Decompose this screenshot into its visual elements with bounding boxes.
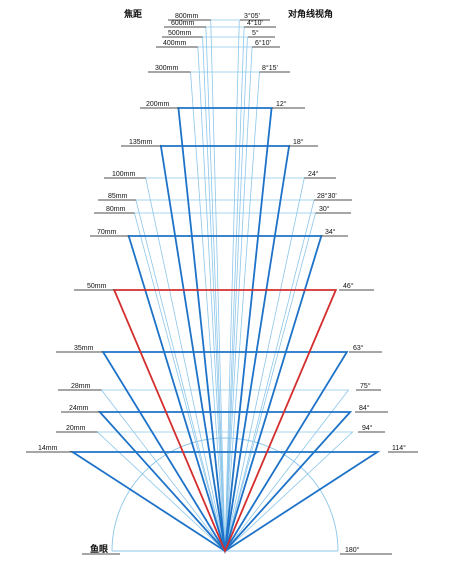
angle-label: 63° [353, 344, 364, 352]
angle-label: 12° [276, 100, 287, 108]
lens-view-triangle [210, 19, 240, 552]
lens-view-triangle [145, 177, 305, 552]
focal-length-label: 80mm [106, 206, 126, 213]
angle-label: 24° [308, 170, 319, 178]
lens-view-triangle [69, 451, 381, 553]
lens-view-triangle [135, 199, 315, 552]
lens-labels: 800mm 3°05' 600mm 4°10' 500mm 5° 400mm 6°10' 300… [26, 12, 418, 555]
focal-length-label: 200mm [146, 101, 170, 108]
lens-view-triangle [127, 235, 323, 555]
lens-view-triangle [96, 431, 354, 552]
lens-view-rays [69, 19, 381, 555]
focal-length-label: 500mm [168, 30, 192, 37]
focal-length-label: 50mm [87, 283, 107, 290]
focal-length-label: 600mm [171, 20, 195, 27]
diagonal-angle-header: 对角线视角 [288, 8, 333, 20]
lens-view-triangle [177, 107, 273, 552]
angle-label: 8°15' [262, 64, 278, 72]
focal-length-label: 70mm [97, 229, 117, 236]
angle-label: 18° [293, 138, 304, 146]
lens-view-triangle [112, 289, 338, 554]
lens-view-triangle [159, 145, 291, 552]
focal-length-label: 20mm [66, 425, 86, 432]
focal-length-header: 焦距 [123, 8, 142, 20]
lens-view-triangle [133, 212, 317, 553]
focal-length-label: 100mm [112, 171, 136, 178]
lens-view-triangle [197, 46, 253, 552]
fisheye-label: 鱼眼 [90, 543, 108, 555]
focal-length-label: 35mm [74, 345, 94, 352]
angle-label: 84° [359, 404, 370, 412]
focal-length-label: 24mm [69, 405, 89, 412]
fisheye-angle-label: 180° [345, 546, 360, 554]
lens-view-triangle [205, 26, 245, 552]
angle-label: 5° [252, 29, 259, 37]
focal-length-label: 85mm [108, 193, 128, 200]
angle-label: 28°30' [317, 192, 337, 200]
angle-label: 75° [360, 382, 371, 390]
lens-view-triangle [202, 36, 248, 552]
angle-label: 114° [392, 444, 406, 452]
angle-label: 34° [325, 228, 336, 236]
angle-label: 6°10' [255, 39, 271, 47]
angle-label: 30° [319, 205, 330, 213]
angle-label: 3°05' [244, 12, 260, 20]
focal-length-label: 14mm [38, 445, 58, 452]
angle-label: 46° [343, 282, 354, 290]
angle-label: 4°10' [247, 19, 263, 27]
angle-label: 94° [362, 424, 373, 432]
focal-length-label: 400mm [163, 40, 187, 47]
lens-view-triangle [190, 71, 260, 552]
lens-view-triangle [100, 389, 350, 552]
focal-length-label: 800mm [175, 13, 199, 20]
focal-length-label: 300mm [155, 65, 179, 72]
fisheye-arc [111, 437, 339, 552]
lens-view-triangle [97, 411, 353, 553]
focal-length-label: 28mm [71, 383, 91, 390]
focal-length-label: 135mm [129, 139, 153, 146]
